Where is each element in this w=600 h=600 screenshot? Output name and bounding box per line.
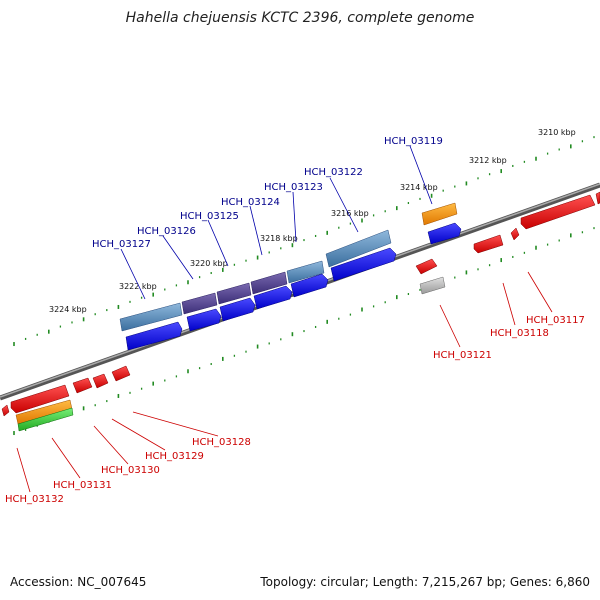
forward-cds-arrow [253,285,293,310]
map-title: Hahella chejuensis KCTC 2396, complete g… [125,10,475,26]
reverse-cds-arrow [473,234,504,254]
gene-label-HCH_03121: HCH_03121 [433,350,492,361]
region-feature [325,229,392,268]
genome-summary-text: Topology: circular; Length: 7,215,267 bp… [260,575,590,589]
gene-label-HCH_03131: HCH_03131 [53,480,112,491]
bottom-gene-labels: HCH_03117 HCH_03118 HCH_03121 HCH_03128 … [5,271,585,505]
kbp-label-3216: 3216 kbp [331,209,369,218]
reverse-cds-arrow [415,258,438,275]
kbp-label-3214: 3214 kbp [400,183,438,192]
forward-cds-arrow [219,297,256,322]
gene-label-HCH_03130: HCH_03130 [101,465,160,476]
reverse-cds-arrow [10,384,70,414]
reverse-cds-arrow [92,373,109,389]
top-gene-labels: HCH_03119 HCH_03122 HCH_03123 HCH_03124 … [92,136,443,300]
accession-text: Accession: NC_007645 [10,575,147,589]
region-feature [216,282,252,305]
forward-cds-arrow [290,273,329,298]
forward-cds-arrow [125,321,183,351]
gene-label-HCH_03122: HCH_03122 [304,167,363,178]
kbp-label-3218: 3218 kbp [260,234,298,243]
region-feature [250,271,288,295]
gray-feature [419,276,446,295]
region-feature [119,302,183,332]
reverse-cds-arrow [510,227,520,241]
reverse-cds-arrow [111,365,131,382]
kbp-label-3224: 3224 kbp [49,305,87,314]
gene-label-HCH_03123: HCH_03123 [264,182,323,193]
forward-cds-arrow [330,247,397,282]
gene-label-HCH_03119: HCH_03119 [384,136,443,147]
kbp-labels: 3210 kbp 3212 kbp 3214 kbp 3216 kbp 3218… [49,128,576,314]
forward-cds-arrow [427,222,462,245]
reverse-cds-arrow [520,194,596,230]
forward-cds-arrow [186,308,222,332]
gene-label-HCH_03129: HCH_03129 [145,451,204,462]
green-feature [17,407,74,432]
kbp-label-3220: 3220 kbp [190,259,228,268]
orange-feature [421,202,458,226]
gene-label-HCH_03125: HCH_03125 [180,211,239,222]
gene-label-HCH_03127: HCH_03127 [92,239,151,250]
reverse-cds-arrow [595,191,600,205]
gene-label-HCH_03126: HCH_03126 [137,226,196,237]
reverse-cds-arrow [1,404,10,417]
kbp-label-3210: 3210 kbp [538,128,576,137]
region-features [119,202,458,332]
kbp-label-3212: 3212 kbp [469,156,507,165]
kbp-label-3222: 3222 kbp [119,282,157,291]
region-feature [181,292,218,315]
region-feature [286,260,325,284]
outer-scale-track [13,136,595,347]
reverse-cds-arrow [72,377,93,394]
gene-label-HCH_03118: HCH_03118 [490,328,549,339]
gene-label-HCH_03128: HCH_03128 [192,437,251,448]
gene-label-HCH_03117: HCH_03117 [526,315,585,326]
gene-label-HCH_03132: HCH_03132 [5,494,64,505]
gene-label-HCH_03124: HCH_03124 [221,197,280,208]
forward-cds-track [125,222,462,351]
reverse-cds-track [1,191,600,432]
